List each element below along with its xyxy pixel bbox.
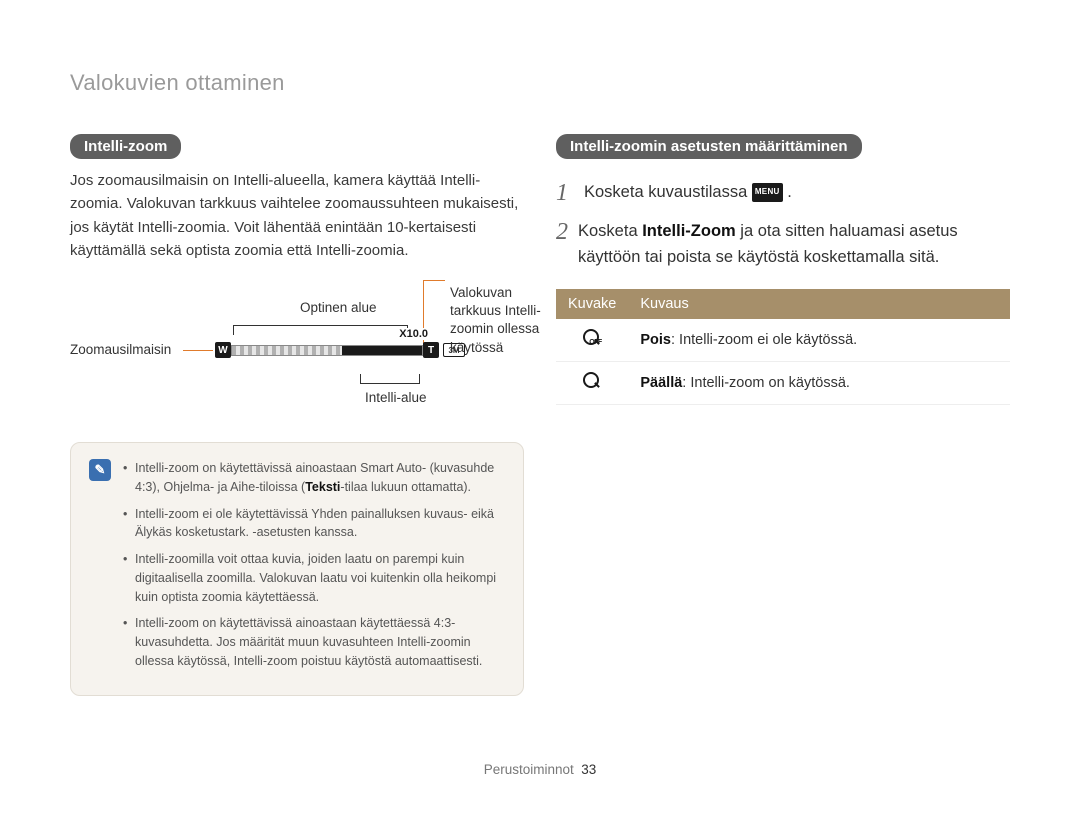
zoom-bar: W X10.0 T 3M	[215, 342, 465, 358]
note-box: ✎ Intelli-zoom on käytettävissä ainoasta…	[70, 442, 524, 696]
cell-icon	[556, 361, 628, 404]
step-number: 2	[556, 218, 568, 271]
step-1: 1 Kosketa kuvaustilassa MENU .	[556, 179, 1010, 208]
section-heading-right: Intelli-zoomin asetusten määrittäminen	[556, 134, 862, 159]
zoom-track: X10.0	[231, 345, 423, 356]
intelli-zoom-on-icon	[583, 372, 601, 390]
manual-page: Valokuvien ottaminen Intelli-zoom Jos zo…	[0, 0, 1080, 815]
zoom-multiplier-label: X10.0	[399, 328, 428, 340]
page-footer: Perustoiminnot 33	[0, 762, 1080, 777]
callout-line-right-v	[423, 280, 424, 350]
step-number: 1	[556, 179, 574, 208]
note-item: Intelli-zoomilla voit ottaa kuvia, joide…	[123, 550, 505, 606]
resolution-callout-label: Valokuvan tarkkuus Intelli-zoomin olless…	[450, 284, 550, 357]
footer-section-label: Perustoiminnot	[484, 762, 574, 777]
step-text: Kosketa kuvaustilassa MENU .	[584, 179, 792, 208]
optical-range-label: Optinen alue	[300, 300, 377, 315]
page-title: Valokuvien ottaminen	[70, 70, 1010, 96]
wide-icon: W	[215, 342, 231, 358]
table-header-desc: Kuvaus	[628, 289, 1010, 319]
zoom-diagram: Zoomausilmaisin Optinen alue W X10.0 T 3…	[70, 280, 524, 430]
intelli-zoom-off-icon: OFF	[583, 329, 601, 347]
step-2: 2 Kosketa Intelli-Zoom ja ota sitten hal…	[556, 218, 1010, 271]
table-row: Päällä: Intelli-zoom on käytössä.	[556, 361, 1010, 404]
intelli-bracket	[360, 374, 420, 384]
callout-line-right-h	[423, 280, 445, 281]
note-list: Intelli-zoom on käytettävissä ainoastaan…	[123, 459, 505, 679]
zoom-indicator-label: Zoomausilmaisin	[70, 342, 171, 357]
note-item: Intelli-zoom ei ole käytettävissä Yhden …	[123, 505, 505, 543]
note-item: Intelli-zoom on käytettävissä ainoastaan…	[123, 459, 505, 497]
cell-desc: Päällä: Intelli-zoom on käytössä.	[628, 361, 1010, 404]
menu-icon: MENU	[752, 183, 783, 202]
optical-bracket	[233, 325, 408, 335]
cell-desc: Pois: Intelli-zoom ei ole käytössä.	[628, 319, 1010, 362]
left-column: Intelli-zoom Jos zoomausilmaisin on Inte…	[70, 134, 524, 696]
page-number: 33	[581, 762, 596, 777]
tele-icon: T	[423, 342, 439, 358]
section-heading-left: Intelli-zoom	[70, 134, 181, 159]
callout-line-left	[183, 350, 213, 351]
cell-icon: OFF	[556, 319, 628, 362]
table-row: OFF Pois: Intelli-zoom ei ole käytössä.	[556, 319, 1010, 362]
intro-paragraph: Jos zoomausilmaisin on Intelli-alueella,…	[70, 169, 524, 262]
note-icon: ✎	[89, 459, 111, 481]
settings-table: Kuvake Kuvaus OFF Pois: Intelli-zoom ei …	[556, 289, 1010, 405]
step-text: Kosketa Intelli-Zoom ja ota sitten halua…	[578, 218, 1010, 271]
two-column-layout: Intelli-zoom Jos zoomausilmaisin on Inte…	[70, 134, 1010, 696]
note-item: Intelli-zoom on käytettävissä ainoastaan…	[123, 614, 505, 670]
table-header-icon: Kuvake	[556, 289, 628, 319]
step-list: 1 Kosketa kuvaustilassa MENU . 2 Kosketa…	[556, 179, 1010, 271]
right-column: Intelli-zoomin asetusten määrittäminen 1…	[556, 134, 1010, 696]
intelli-range-label: Intelli-alue	[365, 390, 427, 405]
